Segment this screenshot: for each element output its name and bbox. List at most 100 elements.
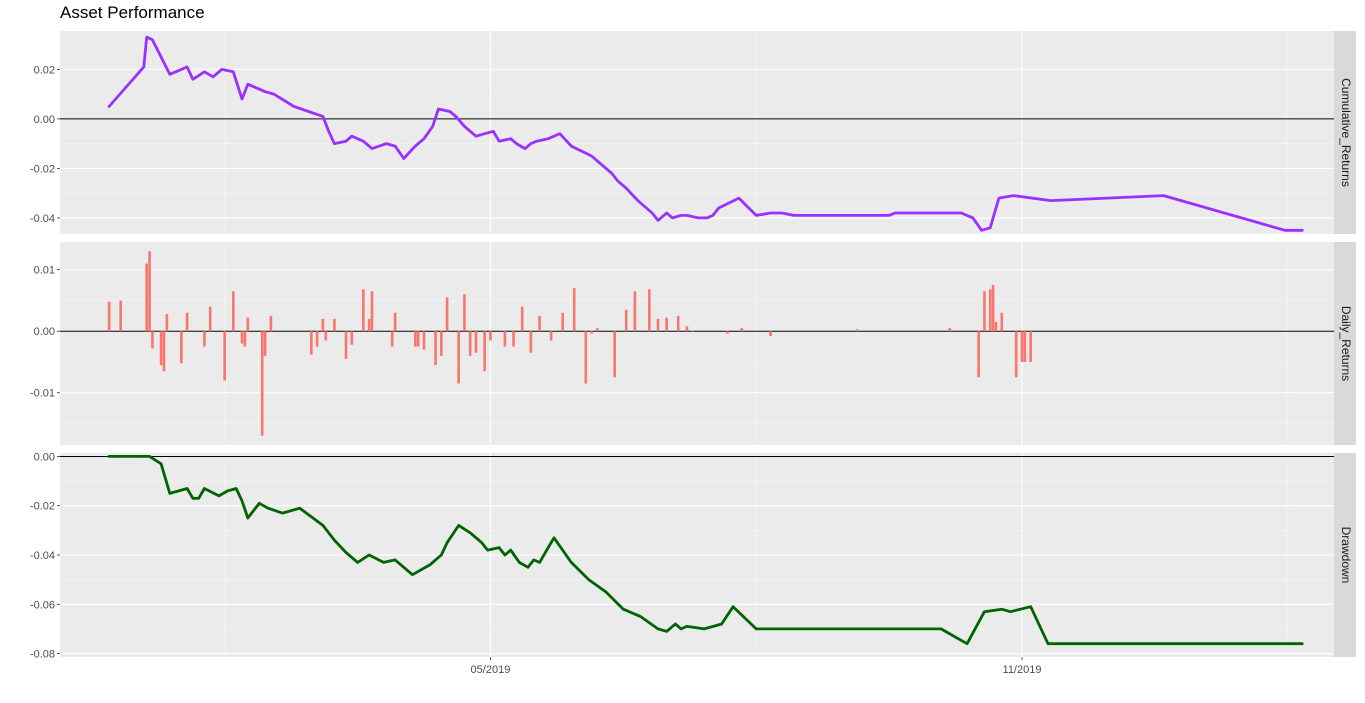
daily-returns-bar — [740, 328, 744, 332]
drawdown-y-tick-label: -0.04 — [30, 550, 55, 562]
daily-returns-bar — [367, 318, 371, 332]
drawdown-strip-label: Drawdown — [1339, 527, 1353, 584]
daily-returns-bar — [549, 331, 553, 341]
daily-returns-bar — [596, 328, 599, 332]
daily-returns-bar — [350, 331, 354, 345]
daily-returns-bar — [529, 331, 533, 353]
drawdown-y-tick-label: -0.06 — [30, 599, 55, 611]
daily-returns-bar — [520, 306, 524, 332]
daily-returns-bar — [584, 331, 588, 384]
daily-returns-bar — [232, 291, 235, 332]
daily-returns-bar — [180, 331, 183, 364]
daily-returns-bar — [165, 313, 169, 332]
daily-returns-bar — [185, 312, 189, 332]
daily-returns-bar — [422, 331, 426, 350]
drawdown-strip — [1334, 453, 1356, 657]
daily-returns-bar — [269, 315, 273, 332]
daily-returns-bar — [624, 309, 628, 332]
daily-returns-bar — [512, 331, 515, 347]
daily-returns-y-tick-label: 0.01 — [34, 265, 55, 277]
daily-returns-bar — [324, 331, 328, 341]
daily-returns-bar — [726, 331, 729, 334]
daily-returns-bar — [119, 300, 122, 332]
daily-returns-strip-label: Daily_Returns — [1339, 306, 1353, 381]
daily-returns-bar — [1000, 312, 1004, 332]
daily-returns-bar — [362, 289, 365, 332]
daily-returns-bar — [1029, 331, 1032, 362]
daily-returns-bar — [148, 251, 151, 332]
daily-returns-bar — [463, 294, 466, 332]
daily-returns-bar — [983, 291, 986, 332]
cumulative-returns-y-tick-label: 0.02 — [34, 64, 55, 76]
drawdown-y-tick-label: 0.00 — [34, 451, 55, 463]
daily-returns-bar — [991, 285, 995, 332]
daily-returns-bar — [948, 328, 952, 332]
daily-returns-y-tick-label: 0.00 — [34, 326, 55, 338]
daily-returns-bar — [561, 312, 564, 332]
daily-returns-bar — [159, 331, 163, 366]
drawdown-y-tick-label: -0.08 — [30, 649, 55, 661]
daily-returns-bar — [107, 301, 111, 332]
daily-returns-bar — [468, 331, 472, 356]
cumulative-returns-panel-bg — [60, 31, 1334, 234]
daily-returns-bar — [203, 331, 206, 347]
daily-returns-bar — [393, 312, 397, 332]
daily-returns-strip — [1334, 242, 1356, 445]
daily-returns-bar — [440, 331, 443, 356]
daily-returns-bar — [856, 329, 859, 332]
daily-returns-bar — [263, 331, 267, 356]
daily-returns-bar — [1023, 331, 1027, 362]
daily-returns-bar — [445, 297, 449, 332]
daily-returns-bar — [434, 331, 437, 366]
daily-returns-bar — [310, 331, 313, 355]
daily-returns-panel-bg — [60, 242, 1334, 445]
chart-title: Asset Performance — [60, 3, 205, 22]
cumulative-returns-line — [107, 35, 1304, 232]
daily-returns-bar — [988, 289, 992, 332]
cumulative-returns-strip-label: Cumulative_Returns — [1339, 78, 1353, 187]
daily-returns-bar — [503, 331, 507, 347]
daily-returns-bar — [240, 331, 244, 344]
cumulative-returns-y-tick-label: -0.04 — [30, 213, 55, 225]
daily-returns-bar — [223, 331, 226, 381]
daily-returns-bar — [676, 315, 680, 332]
daily-returns-bar — [572, 288, 576, 332]
daily-returns-bar — [1014, 331, 1018, 378]
daily-returns-bar — [665, 317, 668, 332]
cumulative-returns-y-tick-label: 0.00 — [34, 114, 55, 126]
daily-returns-bar — [656, 318, 660, 332]
x-tick-label: 11/2019 — [1003, 664, 1042, 676]
daily-returns-bar — [977, 331, 980, 378]
daily-returns-bar — [260, 331, 264, 436]
daily-returns-bar — [208, 306, 212, 332]
daily-returns-bar — [483, 331, 486, 372]
daily-returns-bar — [243, 331, 247, 347]
drawdown-y-tick-label: -0.02 — [30, 501, 55, 513]
daily-returns-bar — [333, 318, 336, 332]
daily-returns-bar — [489, 331, 492, 341]
daily-returns-bar — [590, 331, 593, 334]
daily-returns-y-tick-label: -0.01 — [30, 388, 55, 400]
daily-returns-bar — [633, 291, 637, 332]
daily-returns-bar — [145, 263, 148, 332]
cumulative-returns-y-tick-label: -0.02 — [30, 163, 55, 175]
daily-returns-bar — [691, 331, 694, 332]
daily-returns-bar — [414, 331, 417, 347]
daily-returns-bar — [685, 326, 689, 332]
x-tick-label: 05/2019 — [471, 664, 511, 676]
daily-returns-bar — [315, 331, 319, 347]
daily-returns-bar — [769, 331, 772, 337]
daily-returns-bar — [162, 331, 166, 372]
daily-returns-bar — [994, 321, 998, 332]
daily-returns-bar — [648, 289, 651, 332]
daily-returns-bar — [474, 331, 478, 353]
daily-returns-bar — [1020, 331, 1024, 362]
daily-returns-bar — [390, 331, 394, 347]
daily-returns-bar — [416, 331, 420, 347]
daily-returns-bar — [370, 291, 374, 332]
daily-returns-bar — [457, 331, 460, 384]
daily-returns-bar — [151, 331, 154, 349]
drawdown-line — [107, 454, 1304, 646]
cumulative-returns-strip — [1334, 31, 1356, 234]
